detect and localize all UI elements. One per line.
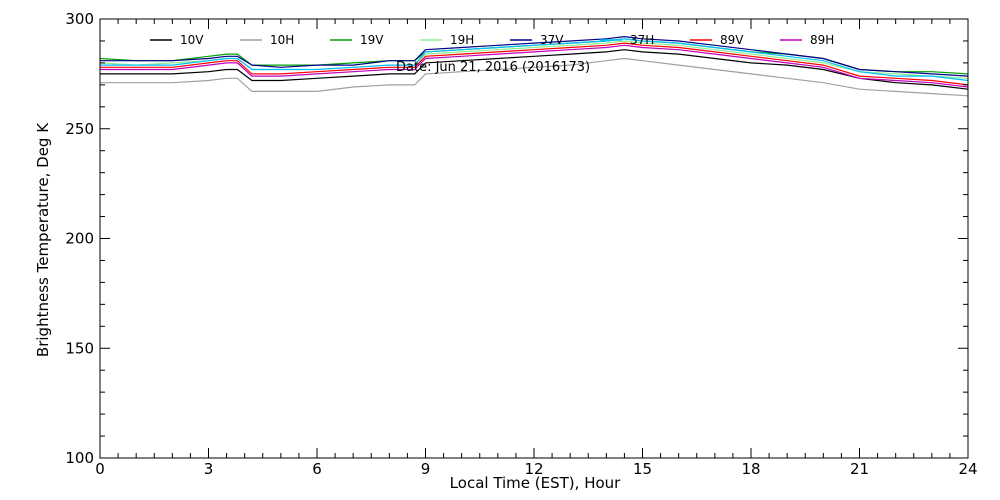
x-tick-label: 18	[741, 460, 760, 478]
series-line-10v	[100, 49, 969, 90]
series-lines	[99, 35, 969, 97]
y-tick-label: 250	[65, 120, 94, 138]
x-tick-label: 15	[633, 460, 652, 478]
x-tick-label: 6	[312, 460, 322, 478]
x-tick-label: 0	[95, 460, 105, 478]
series-line-37h	[100, 38, 969, 82]
date-annotation: Date: Jun 21, 2016 (2016173)	[396, 60, 590, 75]
legend-label-37v: 37V	[540, 33, 564, 47]
x-tick-label: 24	[958, 460, 977, 478]
series-line-10h	[100, 57, 969, 97]
legend-label-19h: 19H	[450, 33, 474, 47]
x-tick-label: 12	[524, 460, 543, 478]
y-tick-label: 300	[65, 10, 94, 28]
y-tick-label: 200	[65, 230, 94, 248]
x-tick-label: 9	[421, 460, 431, 478]
legend-label-89h: 89H	[810, 33, 834, 47]
x-tick-label: 21	[850, 460, 869, 478]
legend: 10V 10H 19V 19H 37V 37H 89V 89H	[150, 33, 834, 47]
y-tick-label: 150	[65, 339, 94, 357]
x-tick-label: 3	[204, 460, 214, 478]
legend-label-10h: 10H	[270, 33, 294, 47]
y-axis-label: Brightness Temperature, Deg K	[34, 122, 52, 357]
series-line-37v	[100, 35, 969, 77]
legend-label-89v: 89V	[720, 33, 744, 47]
legend-label-37h: 37H	[630, 33, 654, 47]
legend-label-10v: 10V	[180, 33, 204, 47]
legend-label-19v: 19V	[360, 33, 384, 47]
y-axis: 100 150 200 250 300	[65, 10, 968, 467]
x-axis: 0 3 6 9 12 15 18 21 24	[95, 19, 978, 478]
series-line-89v	[100, 42, 969, 86]
x-axis-label: Local Time (EST), Hour	[450, 474, 621, 492]
series-line-89h	[100, 44, 969, 88]
y-tick-label: 100	[65, 449, 94, 467]
